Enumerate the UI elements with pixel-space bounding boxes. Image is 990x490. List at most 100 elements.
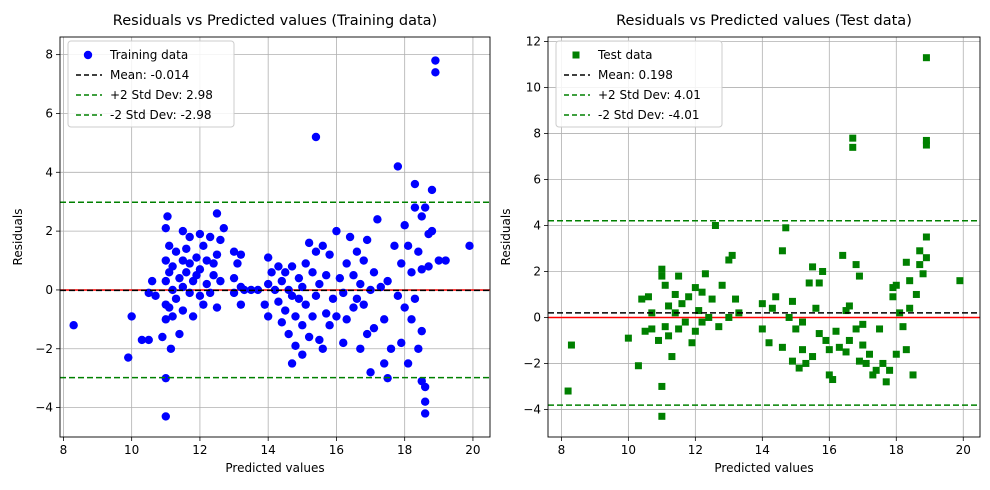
data-point (369, 268, 379, 277)
data-point (233, 259, 242, 268)
data-point (902, 258, 910, 266)
data-point (634, 362, 642, 370)
data-point (805, 279, 813, 287)
data-point (420, 203, 430, 212)
x-tick-label: 8 (558, 443, 566, 457)
data-point (390, 241, 399, 251)
chart-panel-1: 8 10 12 14 16 18 20 −4 −2 0 2 4 6 8 Residuals vs Predi… (11, 13, 491, 475)
data-point (922, 254, 930, 262)
data-point (281, 306, 290, 315)
data-point (859, 320, 867, 328)
data-point (855, 357, 863, 365)
x-tick-label: 10 (124, 443, 139, 457)
data-point (420, 409, 430, 418)
chart-title: Residuals vs Predicted values (Training … (113, 13, 437, 29)
data-point (431, 68, 440, 77)
data-point (845, 336, 853, 344)
x-tick-label: 14 (755, 443, 770, 457)
data-point (916, 247, 924, 255)
data-point (166, 344, 176, 353)
data-point (182, 244, 191, 253)
y-axis-label: Residuals (499, 209, 513, 266)
data-point (708, 295, 716, 303)
data-point (311, 247, 321, 256)
data-point (339, 338, 348, 348)
data-point (182, 268, 191, 277)
legend-label: Test data (597, 48, 652, 62)
data-point (397, 259, 406, 268)
x-tick-label: 14 (261, 443, 276, 457)
data-point (195, 265, 205, 274)
data-point (414, 247, 423, 256)
data-point (386, 344, 396, 353)
data-point (216, 235, 225, 245)
data-point (209, 259, 218, 268)
data-point (658, 272, 666, 280)
data-point (845, 302, 853, 310)
data-point (168, 312, 177, 321)
data-points (69, 56, 474, 421)
plot-frame (547, 36, 981, 438)
data-point (819, 267, 827, 275)
data-point (349, 271, 358, 280)
data-point (229, 273, 239, 283)
data-point (321, 271, 331, 280)
data-point (410, 294, 420, 303)
data-point (376, 282, 385, 292)
legend-marker (83, 50, 93, 60)
data-point (802, 359, 810, 367)
data-point (772, 293, 780, 301)
data-point (301, 300, 310, 309)
data-point (417, 212, 426, 221)
data-point (161, 412, 170, 421)
data-point (658, 412, 666, 420)
data-point (165, 241, 174, 251)
data-point (638, 295, 646, 303)
data-point (393, 162, 403, 171)
x-axis-label: Predicted values (714, 461, 813, 475)
legend-box (67, 40, 235, 128)
data-point (852, 325, 860, 333)
x-tick-label: 8 (60, 443, 68, 457)
data-point (163, 212, 172, 221)
data-point (655, 336, 663, 344)
data-point (205, 232, 215, 242)
data-point (681, 318, 689, 326)
data-point (641, 327, 649, 335)
data-point (144, 335, 153, 345)
data-point (287, 262, 297, 271)
data-point (407, 315, 416, 324)
data-point (195, 291, 205, 301)
data-point (212, 250, 222, 259)
data-point (277, 276, 287, 286)
data-point (161, 223, 170, 233)
data-point (778, 343, 786, 351)
data-point (434, 256, 444, 265)
data-point (417, 265, 426, 274)
data-point (912, 290, 920, 298)
data-point (362, 235, 372, 245)
data-point (274, 262, 283, 271)
data-point (209, 271, 218, 280)
data-point (403, 241, 413, 251)
data-point (865, 350, 873, 358)
data-point (765, 339, 773, 347)
data-point (876, 325, 884, 333)
data-point (291, 341, 300, 351)
data-point (366, 368, 375, 377)
data-point (799, 318, 807, 326)
data-point (427, 226, 437, 236)
data-point (393, 291, 403, 301)
data-point (671, 290, 679, 298)
data-point (668, 353, 676, 361)
data-point (308, 312, 317, 321)
y-tick-label: 8 (45, 48, 53, 62)
data-point (815, 279, 823, 287)
data-point (695, 307, 703, 315)
data-point (263, 253, 273, 262)
data-point (281, 268, 290, 277)
data-point (849, 134, 857, 142)
data-point (922, 233, 930, 241)
data-point (277, 318, 287, 327)
y-tick-label: −4 (35, 401, 53, 415)
